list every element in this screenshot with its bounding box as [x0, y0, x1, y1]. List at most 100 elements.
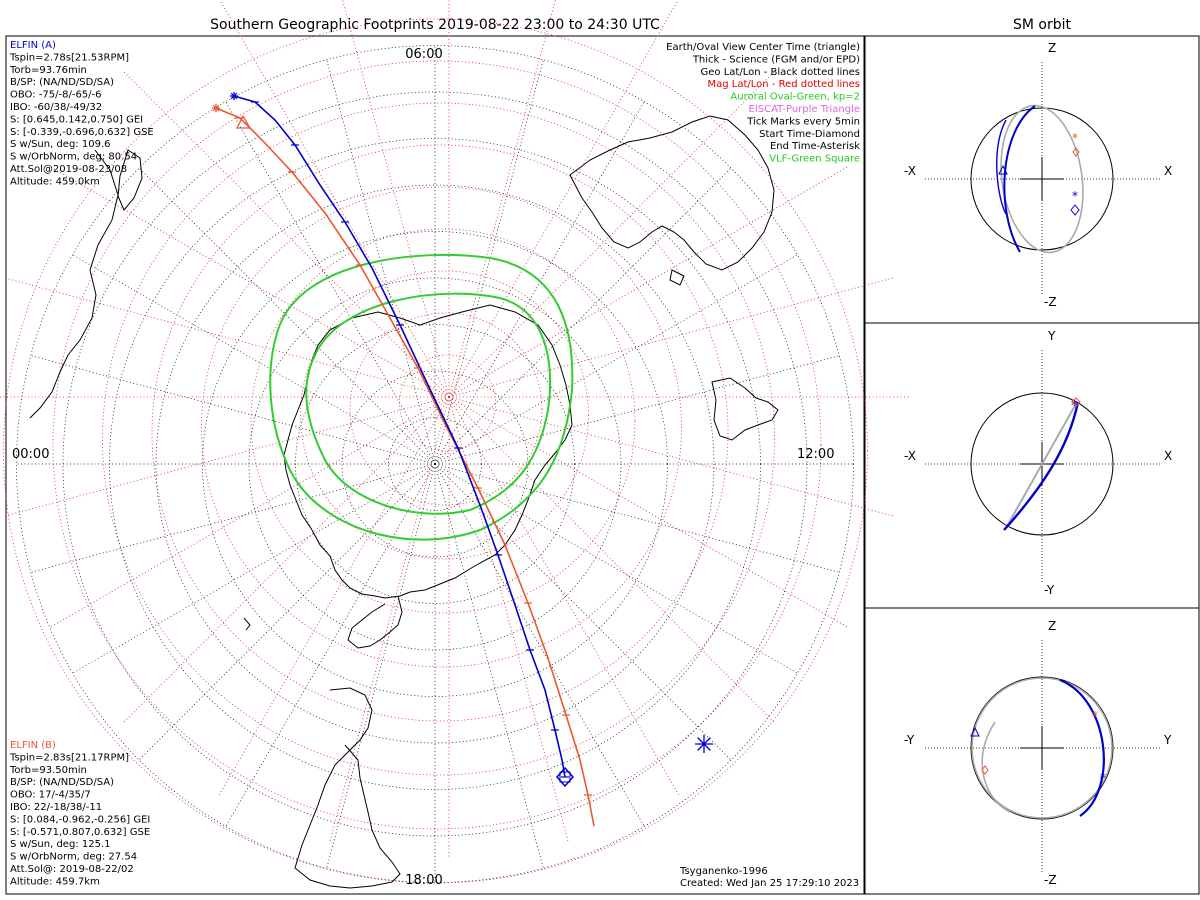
info-line: Tspin=2.78s[21.53RPM]: [9, 52, 129, 63]
time-label-right: 12:00: [797, 447, 834, 462]
sm-b-diamond-3: [981, 765, 989, 775]
info-line: Att.Sol@2019-08-23/08: [10, 164, 127, 175]
axis-label-left: -X: [904, 449, 916, 463]
axis-label-top: Z: [1048, 41, 1056, 55]
mag-lon-line: [123, 71, 450, 398]
axis-label-right: X: [1164, 449, 1172, 463]
geo-lon-line: [137, 166, 436, 465]
island-south-georgia: [243, 617, 251, 631]
mag-lon-line: [50, 396, 450, 628]
time-label-bottom: 18:00: [405, 873, 442, 888]
africa-coast: [29, 149, 119, 419]
mag-lat-circle: [52, 60, 822, 830]
sm-orbit-gray-3b: [981, 721, 1011, 813]
mag-lat-circle: [349, 312, 543, 506]
sm-panel-3: Z -Z -Y Y: [904, 619, 1172, 887]
sm-b-diamond-1: [1072, 147, 1080, 157]
elfin-a-trace: [233, 95, 566, 778]
info-line: S: [-0.571,0.807,0.632] GSE: [10, 827, 150, 838]
geo-lon-line: [325, 463, 436, 870]
info-line: Altitude: 459.0km: [10, 176, 100, 187]
geo-lon-line: [434, 253, 799, 465]
mag-lat-circle: [102, 102, 775, 776]
mag-grid: [0, 0, 909, 884]
antarctica-coast: [283, 304, 573, 599]
info-line: S w/OrbNorm, deg: 80.54: [10, 152, 137, 163]
axis-label-bottom: -Z: [1044, 873, 1057, 887]
mag-lon-line: [448, 71, 775, 398]
geo-lat-circle: [16, 45, 854, 883]
legend-entry: Geo Lat/Lon - Black dotted lines: [701, 67, 860, 78]
legend-entry: Auroral Oval-Green, kp=2: [730, 92, 860, 103]
geo-lon-line: [71, 463, 436, 675]
info-line: S w/Sun, deg: 125.1: [10, 839, 110, 850]
sm-a-asterisk-2: *: [1071, 399, 1078, 414]
info-line: S: [-0.339,-0.696,0.632] GSE: [10, 127, 154, 138]
sm-triangle-3: [970, 726, 980, 737]
sm-orbit-gray-3: [971, 677, 1113, 819]
mag-lat-circle: [300, 270, 589, 560]
mag-lon-line: [448, 396, 569, 842]
geo-lon-line: [434, 463, 646, 828]
sm-panel-2: Y -Y -X X: [904, 329, 1172, 597]
info-line: Torb=93.76min: [9, 65, 87, 76]
mag-lon-line: [4, 396, 450, 517]
sm-orbit-title: SM orbit: [1013, 17, 1072, 33]
mag-lon-line: [448, 0, 679, 398]
island-kerguelen: [669, 269, 685, 286]
time-label-left: 00:00: [12, 447, 49, 462]
mag-lon-line: [448, 396, 775, 723]
sm-triangle-1: [998, 164, 1008, 175]
mag-lon-line: [448, 396, 848, 628]
sm-orbit-a-3: [1059, 678, 1105, 817]
elfin-b-info: ELFIN (B)Tspin=2.83s[21.17RPM] Torb=93.50…: [9, 740, 150, 887]
sm-orbit-panels: Z -Z -X X Y -Y -X X Z -Z -Y Y * * * * *: [904, 41, 1172, 887]
sm-orbit-a-1: [1003, 105, 1036, 253]
info-line: S w/OrbNorm, deg: 27.54: [10, 852, 137, 863]
sm-orbit-gray-2: [1005, 401, 1078, 529]
satellite-name: ELFIN (B): [10, 740, 56, 751]
legend-entry: Mag Lat/Lon - Red dotted lines: [707, 79, 860, 90]
view-center-triangle: [236, 114, 252, 129]
info-line: B/SP: (NA/ND/SD/SA): [10, 777, 114, 788]
madagascar-coast: [117, 149, 143, 211]
axis-label-top: Y: [1047, 329, 1056, 343]
geo-lon-line: [434, 463, 545, 870]
satellite-name: ELFIN (A): [10, 40, 56, 51]
geo-lon-line: [434, 354, 841, 465]
created-timestamp: Created: Wed Jan 25 17:29:10 2023: [680, 878, 859, 889]
sm-orbit-a-2: [1003, 401, 1080, 531]
mag-lon-line: [448, 396, 680, 796]
sm-b-asterisk-3: *: [1092, 709, 1098, 723]
elfin-a-start-square: [559, 771, 571, 783]
model-credit: Tsyganenko-1996: [679, 866, 768, 877]
info-line: IBO: 22/-18/38/-11: [10, 802, 102, 813]
antarctic-peninsula: [347, 595, 403, 649]
legend-entry: EISCAT-Purple Triangle: [749, 104, 861, 115]
geo-lon-line: [434, 463, 841, 574]
view-center-asterisk: [695, 735, 713, 753]
geo-lon-line: [71, 253, 436, 465]
geo-grid: [15, 44, 855, 884]
sm-b-asterisk-1: *: [1072, 131, 1078, 145]
mag-lon-line: [329, 396, 450, 842]
geo-lat-circle: [155, 184, 715, 744]
info-line: Tspin=2.83s[21.17RPM]: [9, 752, 129, 763]
info-line: OBO: -75/-8/-65/-6: [10, 90, 102, 101]
legend-entry: VLF-Green Square: [769, 154, 860, 165]
legend-entry: Start Time-Diamond: [759, 129, 860, 140]
info-line: S w/Sun, deg: 109.6: [10, 139, 110, 150]
auroral-oval-inner: [305, 292, 551, 515]
sm-b-diamond-2: [1071, 397, 1081, 407]
info-line: IBO: -60/38/-49/32: [10, 102, 102, 113]
geo-lon-line: [434, 58, 545, 465]
mag-lat-circle: [250, 228, 636, 614]
sm-a-diamond-1: [1070, 204, 1080, 216]
legend-entry: Tick Marks every 5min: [746, 116, 860, 127]
geo-lat-circle: [295, 324, 575, 604]
axis-label-right: X: [1164, 164, 1172, 178]
sm-a-asterisk-3: *: [1100, 771, 1106, 785]
info-line: Torb=93.50min: [9, 765, 87, 776]
sm-orbit-frame: [864, 35, 1200, 895]
